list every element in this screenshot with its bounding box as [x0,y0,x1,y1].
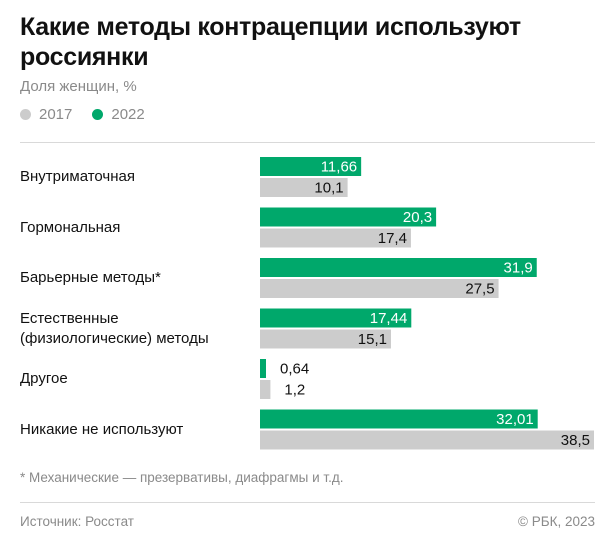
category-label: Никакие не используют [20,420,250,440]
category-label: Барьерные методы* [20,268,250,288]
copyright: © РБК, 2023 [518,514,595,529]
bar-value-label: 17,4 [378,230,407,247]
category-label-line: Барьерные методы* [20,269,161,286]
bar-2022 [260,207,437,227]
legend-label-2017: 2017 [39,106,73,123]
bar-value-label: 1,2 [284,382,305,399]
bar-2022 [260,359,266,378]
bar-value-label: 17,44 [370,310,408,327]
footnote: * Механические — презервативы, диафрагмы… [20,470,344,485]
bar-value-label: 38,5 [561,432,590,449]
legend-dot-2017 [20,109,31,120]
bar-2017 [260,228,411,248]
legend-label-2022: 2022 [111,106,145,123]
bar-value-label: 0,64 [280,361,309,378]
bar-2017 [260,279,499,298]
category-label-line: (физиологические) методы [20,329,209,347]
bar-2017 [260,178,348,197]
bar-2022 [260,157,362,176]
legend-item-2017: 2017 [20,106,72,123]
bar-2022 [260,409,538,429]
bar-2017 [260,430,594,450]
bar-value-label: 10,1 [314,180,343,197]
category-label: Другое [20,369,250,389]
category-label: Гормональная [20,218,250,238]
bar-2017 [260,380,271,399]
category-label-line: Внутриматочная [20,168,135,185]
legend-item-2022: 2022 [92,106,145,123]
category-label: Внутриматочная [20,167,250,187]
bar-value-label: 20,3 [403,209,432,226]
source: Источник: Росстат [20,514,134,529]
bottom-divider [20,502,595,503]
chart-title: Какие методы контрацепции используют рос… [20,13,521,71]
bar-value-label: 27,5 [465,281,494,298]
category-label-line: Естественные [20,309,119,327]
bar-value-label: 15,1 [358,331,387,348]
bar-2017 [260,329,391,349]
chart-subtitle: Доля женщин, % [20,78,137,95]
category-label-line: Никакие не используют [20,420,184,438]
legend-dot-2022 [92,109,104,120]
top-divider [20,142,595,143]
category-label: Естественные (физиологические) методы [20,309,250,349]
category-label-line: Другое [20,370,68,387]
category-label-line: Гормональная [20,218,121,236]
legend: 2017 2022 [20,106,165,123]
bar-value-label: 11,66 [321,159,357,176]
bar-value-label: 31,9 [504,260,533,277]
bar-value-label: 32,01 [496,411,534,428]
bar-2022 [260,308,412,328]
bar-2022 [260,258,537,277]
